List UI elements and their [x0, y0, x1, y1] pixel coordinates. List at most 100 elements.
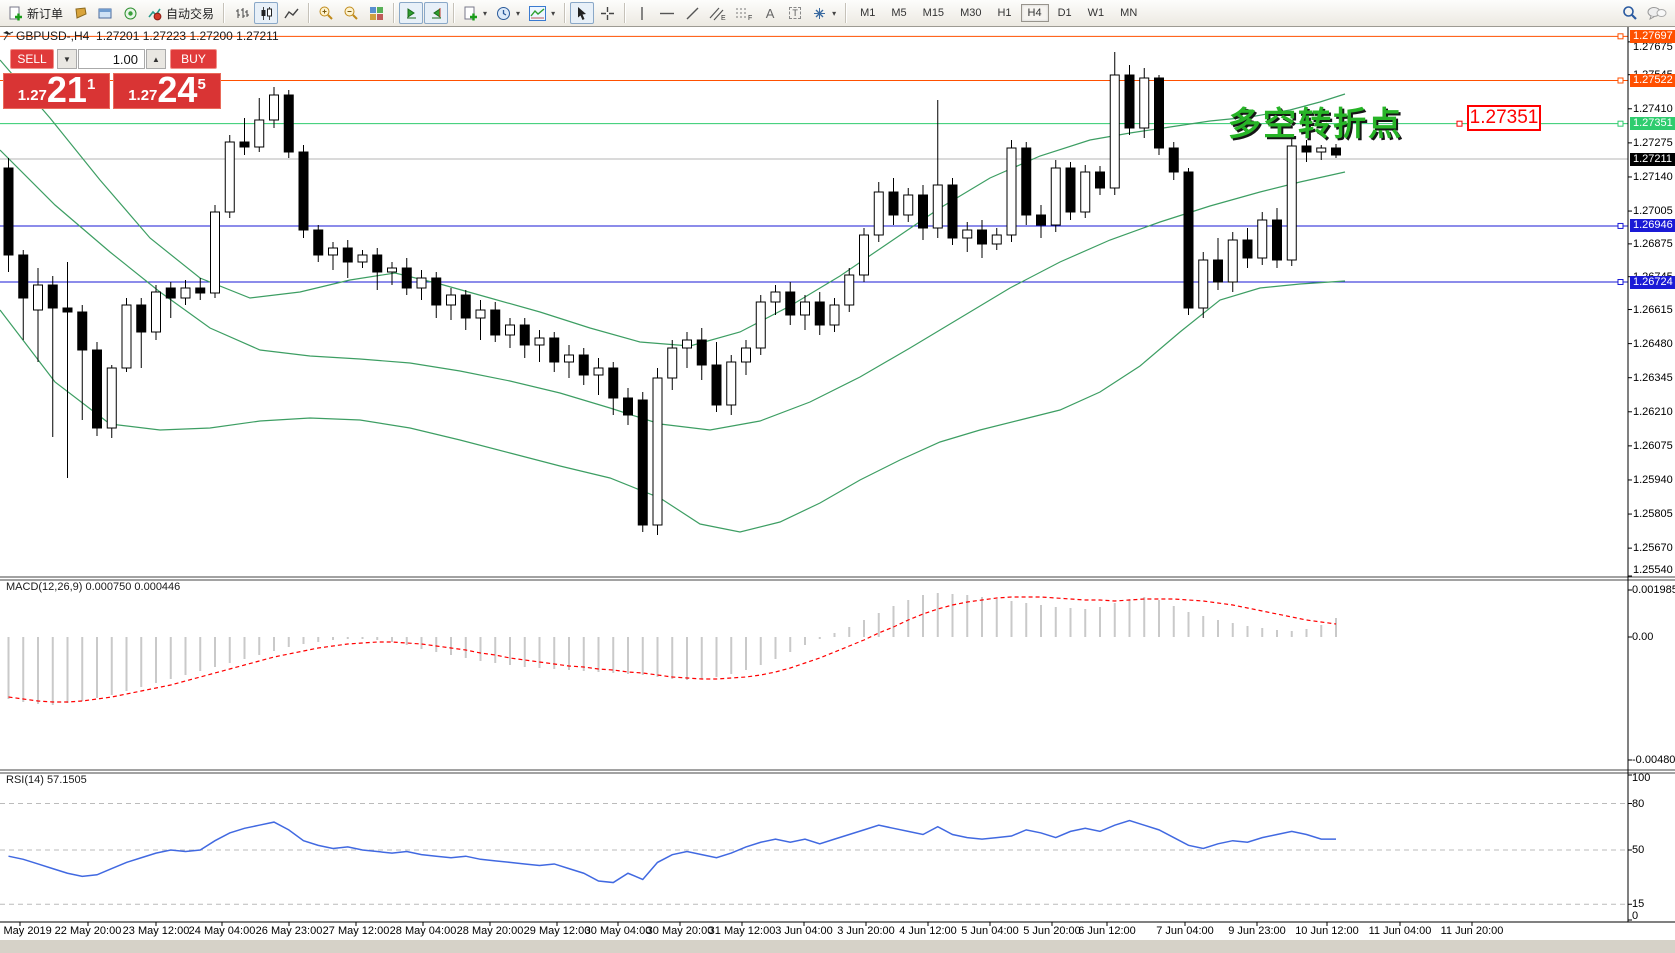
trendline-tool-button[interactable] [680, 2, 704, 24]
timeframe-MN[interactable]: MN [1120, 7, 1138, 19]
timeframe-M30[interactable]: M30 [960, 7, 982, 19]
svg-text:E: E [721, 15, 726, 21]
volume-increase-button[interactable]: ▲ [146, 49, 166, 69]
candle-body [593, 367, 604, 376]
candle-body [254, 119, 265, 148]
market-watch-icon [74, 6, 87, 19]
bollinger-lower-band [0, 280, 1346, 533]
chart-text-annotation[interactable]: 多空转折点 [1228, 105, 1403, 142]
candle-body [682, 339, 692, 349]
line-end-marker [1617, 120, 1624, 127]
price-axis-tick: 1.26875 [1633, 237, 1673, 250]
candle-body [1124, 74, 1135, 129]
auto-trading-button[interactable]: 自动交易 [143, 2, 218, 24]
candle-body [770, 291, 781, 303]
trendline-icon [686, 7, 699, 19]
price-badge: 1.26724 [1630, 275, 1675, 289]
chat-button[interactable] [1643, 2, 1671, 24]
text-label-tool-button[interactable]: T [783, 2, 807, 24]
sell-button-label: SELL [17, 52, 47, 66]
search-button[interactable] [1618, 2, 1642, 24]
candle-body [298, 151, 309, 231]
candle-body [903, 194, 914, 216]
candle-body [505, 324, 515, 336]
bar-chart-mode-button[interactable] [229, 2, 253, 24]
time-axis-label: 28 May 20:00 [456, 925, 524, 937]
timeframe-W1[interactable]: W1 [1087, 7, 1105, 19]
buy-button[interactable]: BUY [170, 49, 217, 69]
candle-body [1050, 167, 1061, 226]
candle-body [1301, 145, 1312, 153]
sell-price-box[interactable]: 1.27 21 1 [3, 72, 110, 109]
rsi-panel [0, 803, 1628, 905]
vertical-line-tool-button[interactable] [630, 2, 654, 24]
candle-body [460, 294, 471, 319]
text-tool-button[interactable]: A [758, 2, 782, 24]
timeframe-D1[interactable]: D1 [1057, 7, 1072, 19]
sell-button[interactable]: SELL [10, 49, 54, 69]
periods-button[interactable]: ▾ [492, 2, 524, 24]
templates-button[interactable]: ▾ [525, 2, 559, 24]
crosshair-icon [600, 6, 614, 20]
candle-body [3, 167, 14, 256]
candle-body [1006, 147, 1017, 236]
candle-body [1095, 171, 1105, 189]
candle-body [667, 347, 678, 379]
fibonacci-tool-button[interactable]: F [731, 2, 757, 24]
price-axis-tick: 1.26345 [1633, 371, 1673, 384]
buy-price-box[interactable]: 1.27 24 5 [113, 72, 221, 109]
rsi-indicator-label: RSI(14) 57.1505 [6, 774, 87, 786]
new-chart-button[interactable]: ▾ [459, 2, 491, 24]
zoom-in-button[interactable] [314, 2, 338, 24]
line-chart-mode-button[interactable] [279, 2, 303, 24]
horizontal-line-tool-button[interactable] [655, 2, 679, 24]
one-click-trading-panel: SELL ▼ 1.00 ▲ BUY 1.27 21 1 1.27 24 5 [3, 47, 221, 110]
candle-body [962, 229, 973, 239]
timeframe-M15[interactable]: M15 [922, 7, 945, 19]
timeframe-M1[interactable]: M1 [860, 7, 876, 19]
price-axis-tick: 1.26075 [1633, 439, 1673, 452]
text-label-icon: T [789, 7, 801, 19]
toolbar: 新订单 自动交易 ▾ ▾ [0, 0, 1675, 27]
bollinger-bands [0, 59, 1346, 533]
candle-body [136, 304, 147, 333]
timeframe-M5[interactable]: M5 [891, 7, 907, 19]
tile-windows-button[interactable] [364, 2, 388, 24]
timeframe-H1[interactable]: H1 [997, 7, 1012, 19]
toolbar-separator [453, 3, 455, 23]
new-order-button[interactable]: 新订单 [4, 2, 67, 24]
price-axis-tick: 1.25540 [1633, 564, 1673, 576]
candle-body [387, 267, 397, 273]
candle-body [77, 311, 88, 351]
time-axis-label: 11 Jun 20:00 [1440, 925, 1504, 937]
candle-body [696, 339, 707, 366]
candle-body [1183, 171, 1194, 309]
arrows-tool-button[interactable]: ▾ [808, 2, 840, 24]
chart-plot-area[interactable] [0, 27, 1675, 953]
price-level-flag[interactable]: 1.27351 [1467, 105, 1541, 131]
candlestick-mode-button[interactable] [254, 2, 279, 24]
timeframe-bar: M1 M5 M15 M30 H1 H4 D1 W1 MN [853, 4, 1144, 22]
timeframe-H4[interactable]: H4 [1020, 4, 1049, 22]
candle-body [1139, 77, 1150, 129]
channel-tool-button[interactable]: E [705, 2, 730, 24]
auto-scroll-button[interactable] [399, 2, 424, 24]
volume-decrease-button[interactable]: ▼ [57, 49, 77, 69]
candle-body [1227, 239, 1238, 283]
price-axis-tick: 1.27675 [1633, 40, 1673, 53]
crosshair-tool-button[interactable] [595, 2, 619, 24]
toolbar-separator [845, 3, 847, 23]
svg-text:F: F [748, 15, 752, 21]
cursor-tool-button[interactable] [570, 2, 595, 24]
candle-body [977, 229, 987, 245]
volume-input[interactable]: 1.00 [78, 49, 145, 69]
market-watch-button[interactable] [68, 2, 92, 24]
navigator-button[interactable] [118, 2, 142, 24]
zoom-out-button[interactable] [339, 2, 363, 24]
price-badge: 1.27351 [1630, 117, 1675, 131]
chart-shift-button[interactable] [424, 2, 449, 24]
data-window-button[interactable] [93, 2, 117, 24]
price-axis-tick: 1.26210 [1633, 405, 1673, 418]
candle-body [165, 287, 176, 299]
